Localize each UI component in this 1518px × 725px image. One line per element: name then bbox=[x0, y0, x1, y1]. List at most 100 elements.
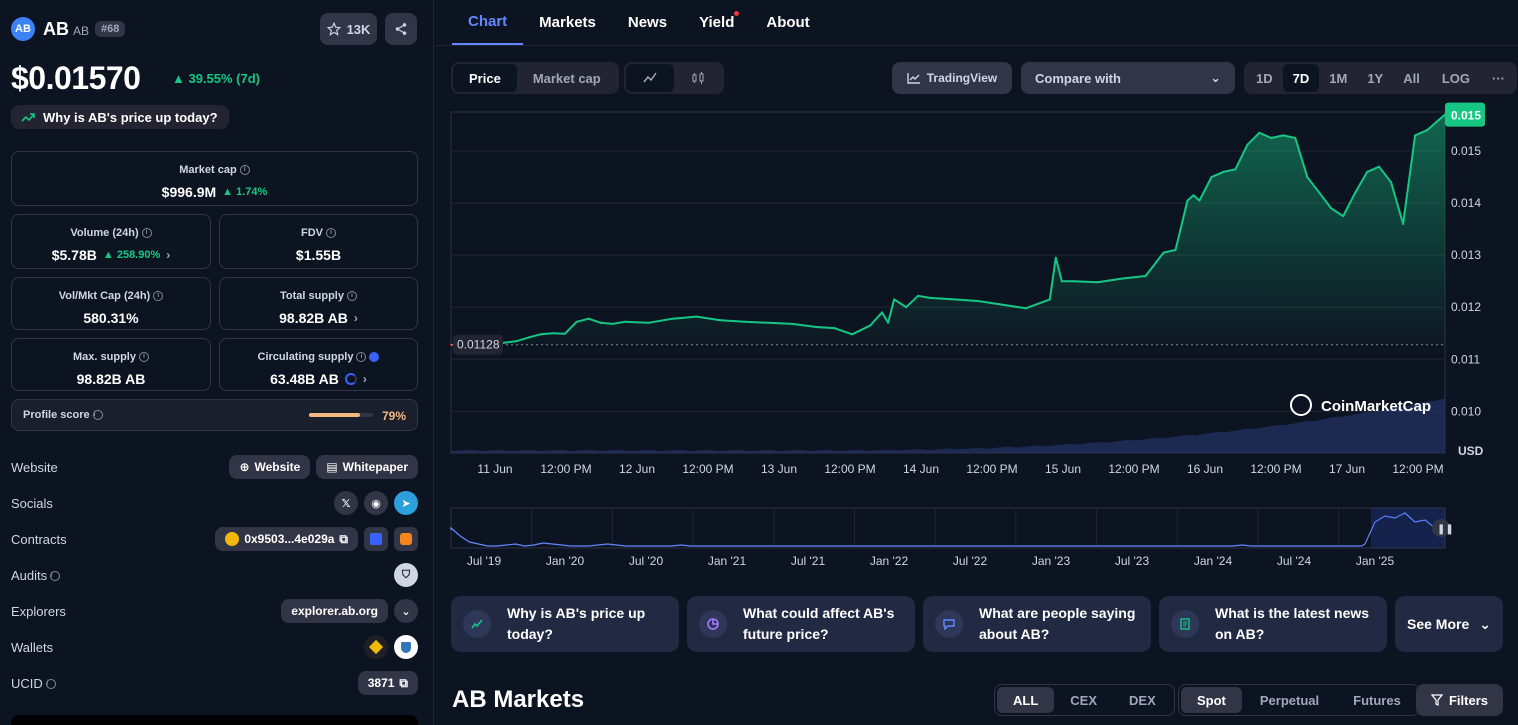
info-icon[interactable]: i bbox=[92, 410, 103, 421]
price-line-segment bbox=[1210, 170, 1225, 179]
price-line-segment bbox=[1024, 298, 1051, 310]
more-options-button[interactable]: ··· bbox=[1492, 70, 1506, 86]
price-change-value: 39.55% (7d) bbox=[188, 71, 261, 86]
info-icon[interactable]: i bbox=[153, 291, 164, 302]
question-card-price-up[interactable]: Why is AB's price up today? bbox=[451, 596, 679, 652]
explorers-row: Explorers explorer.ab.org ⌄ bbox=[11, 598, 418, 624]
why-pill-label: Why is AB's price up today? bbox=[43, 109, 218, 125]
contract-address-button[interactable]: 0x9503...4e029a ⧉ bbox=[215, 527, 358, 551]
info-icon[interactable]: i bbox=[141, 228, 152, 239]
website-link-label: Website bbox=[254, 460, 301, 474]
price-line-segment bbox=[611, 320, 626, 325]
market-cap-mode-button[interactable]: Market cap bbox=[532, 70, 601, 86]
telegram-icon[interactable]: ➤ bbox=[394, 491, 418, 515]
range-button-All[interactable]: All bbox=[1403, 70, 1420, 86]
info-icon[interactable]: i bbox=[239, 165, 250, 176]
socials-row: Socials 𝕏 ◉ ➤ bbox=[11, 490, 418, 516]
perpetual-button[interactable]: Perpetual bbox=[1259, 692, 1320, 708]
fdv-value-text: $1.55B bbox=[295, 247, 342, 263]
filters-button[interactable]: Filters bbox=[1416, 684, 1503, 716]
tab-news[interactable]: News bbox=[627, 14, 668, 31]
question-card-future-price[interactable]: What could affect AB's future price? bbox=[687, 596, 915, 652]
venue-all-button[interactable]: ALL bbox=[997, 687, 1055, 713]
spot-button[interactable]: Spot bbox=[1181, 687, 1242, 713]
question-line: future price? bbox=[743, 626, 829, 642]
contract-address: 0x9503...4e029a bbox=[244, 532, 335, 546]
website-link-button[interactable]: ⊕ Website bbox=[229, 455, 311, 479]
compare-with-select[interactable]: Compare with ⌄ bbox=[1021, 62, 1235, 94]
bnb-chain-icon bbox=[225, 532, 240, 546]
circulating-supply-value: 63.48B AB bbox=[270, 371, 339, 387]
tab-chart[interactable]: Chart bbox=[452, 0, 524, 45]
range-button-1D[interactable]: 1D bbox=[1256, 70, 1273, 86]
vol-mkt-label-text: Vol/Mkt Cap (24h) bbox=[58, 290, 151, 302]
see-more-button[interactable]: See More ⌄ bbox=[1395, 596, 1503, 652]
candlestick-icon bbox=[692, 72, 704, 84]
compare-with-label: Compare with bbox=[1035, 70, 1121, 86]
overview-handle[interactable] bbox=[1432, 519, 1450, 537]
venue-dex-button[interactable]: DEX bbox=[1129, 692, 1156, 708]
x-twitter-icon[interactable]: 𝕏 bbox=[334, 491, 358, 515]
info-icon[interactable]: i bbox=[50, 571, 61, 582]
filter-icon bbox=[1430, 694, 1443, 706]
ucid-copy-button[interactable]: 3871 ⧉ bbox=[357, 671, 418, 695]
auditor-shield-icon[interactable]: ⛉ bbox=[394, 563, 418, 587]
market-cap-change-value: 1.74% bbox=[236, 186, 268, 198]
whitepaper-link-button[interactable]: ▤ Whitepaper bbox=[316, 455, 418, 479]
range-button-7D[interactable]: 7D bbox=[1282, 64, 1320, 92]
copy-icon[interactable]: ⧉ bbox=[339, 531, 348, 546]
price-line-segment bbox=[869, 311, 884, 327]
price-line-segment bbox=[1072, 280, 1099, 284]
pause-icon[interactable]: ❚❚ bbox=[1437, 524, 1454, 535]
total-supply-card[interactable]: Total supply i 98.82B AB › bbox=[219, 277, 418, 330]
info-icon[interactable]: i bbox=[45, 679, 56, 690]
chart-line-icon bbox=[907, 73, 920, 84]
price-line-segment bbox=[905, 294, 920, 309]
tradingview-button[interactable]: TradingView bbox=[892, 62, 1012, 94]
info-icon[interactable]: i bbox=[356, 352, 367, 363]
profile-score-value: 79% bbox=[381, 409, 406, 423]
fdv-value: $1.55B bbox=[220, 247, 417, 263]
question-card-people-saying[interactable]: What are people saying about AB? bbox=[923, 596, 1151, 652]
futures-button[interactable]: Futures bbox=[1353, 692, 1401, 708]
overview-tick-label: Jul '22 bbox=[953, 554, 988, 568]
why-price-up-button[interactable]: Why is AB's price up today? bbox=[11, 105, 229, 129]
tab-yield[interactable]: Yield bbox=[683, 0, 750, 45]
venue-cex-button[interactable]: CEX bbox=[1070, 692, 1098, 708]
tab-about[interactable]: About bbox=[766, 14, 810, 31]
binance-wallet-icon[interactable] bbox=[364, 635, 388, 659]
watchlist-button[interactable]: 13K bbox=[320, 13, 377, 45]
info-icon[interactable]: i bbox=[326, 228, 336, 239]
profile-score[interactable]: Profile score i 79% bbox=[11, 399, 418, 431]
range-button-LOG[interactable]: LOG bbox=[1441, 70, 1471, 86]
price-line-segment bbox=[976, 300, 1003, 306]
metamask-icon[interactable] bbox=[394, 527, 418, 551]
price-line-segment bbox=[1120, 275, 1147, 280]
info-icon[interactable]: i bbox=[346, 291, 357, 302]
range-button-1M[interactable]: 1M bbox=[1329, 70, 1348, 86]
chevron-down-icon[interactable]: ⌄ bbox=[394, 599, 418, 623]
trust-wallet-icon[interactable] bbox=[394, 635, 418, 659]
tab-markets[interactable]: Markets bbox=[539, 14, 596, 31]
chain-icon[interactable] bbox=[364, 527, 388, 551]
range-button-1Y[interactable]: 1Y bbox=[1367, 70, 1384, 86]
price-line-segment bbox=[1048, 256, 1057, 301]
price-mode-button[interactable]: Price bbox=[453, 64, 517, 92]
github-icon[interactable]: ◉ bbox=[364, 491, 388, 515]
share-button[interactable] bbox=[385, 13, 417, 45]
info-icon[interactable]: i bbox=[138, 352, 149, 363]
circulating-supply-card[interactable]: Circulating supply i 63.48B AB › bbox=[219, 338, 418, 391]
price-line-segment bbox=[953, 298, 979, 302]
line-chart-button[interactable] bbox=[626, 64, 674, 92]
price-line-segment bbox=[647, 317, 674, 324]
price-line-segment bbox=[917, 294, 931, 299]
price-chart-svg[interactable]: 0.010 0.011 0.012 0.013 0.014 0.015 USD 0.01128… bbox=[435, 100, 1518, 580]
volume-card[interactable]: Volume (24h) i $5.78B ▲ 258.90% › bbox=[11, 214, 211, 269]
candle-chart-button[interactable] bbox=[674, 64, 722, 92]
circulating-supply-label: Circulating supply i bbox=[220, 351, 417, 363]
question-card-latest-news[interactable]: What is the latest news on AB? bbox=[1159, 596, 1387, 652]
fdv-label-text: FDV bbox=[301, 227, 323, 239]
price-chart[interactable]: 0.010 0.011 0.012 0.013 0.014 0.015 USD 0.01128… bbox=[435, 100, 1518, 580]
max-supply-card: Max. supply i 98.82B AB bbox=[11, 338, 211, 391]
explorer-link-button[interactable]: explorer.ab.org bbox=[281, 599, 388, 623]
